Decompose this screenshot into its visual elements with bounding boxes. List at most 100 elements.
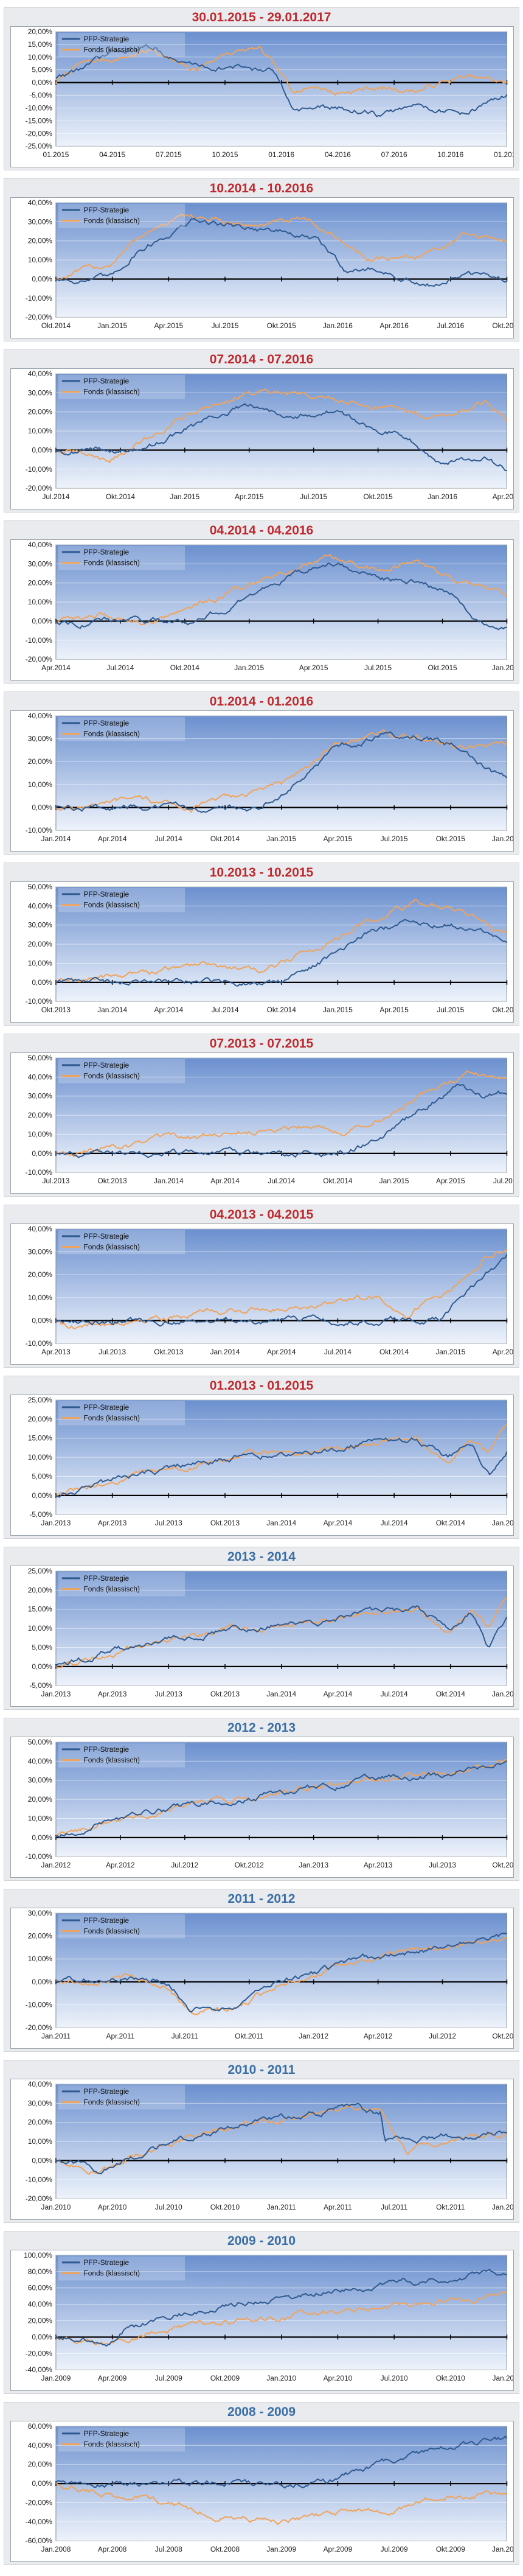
y-tick-label: -5,00%: [29, 91, 52, 100]
legend: PFP-Strategie Fonds (klassisch): [58, 374, 185, 399]
series-line: [55, 2104, 508, 2175]
y-tick-label: 20,00%: [28, 1270, 53, 1279]
legend: PFP-Strategie Fonds (klassisch): [58, 1230, 185, 1255]
x-tick-label: Okt.2013: [210, 1690, 240, 1698]
y-tick-label: -20,00%: [26, 313, 53, 321]
y-tick-label: -20,00%: [26, 2023, 53, 2032]
y-tick-label: 40,00%: [28, 2080, 53, 2088]
y-tick-label: -10,00%: [26, 103, 53, 112]
x-tick-label: 04.2015: [99, 150, 125, 159]
legend: PFP-Strategie Fonds (klassisch): [58, 2085, 185, 2110]
legend-box: [58, 887, 185, 912]
y-tick-label: 30,00%: [28, 2099, 53, 2107]
legend-label: Fonds (klassisch): [84, 1585, 140, 1594]
chart-svg: 50,00% 40,00% 30,00% 20,00% 10,00% 0,00% -10,0…: [26, 1738, 522, 1869]
x-tick-label: Jan.2009: [266, 2545, 296, 2553]
series-line: [55, 554, 508, 626]
y-tick-label: 20,00%: [28, 757, 53, 766]
x-tick-label: 01.2017: [494, 150, 513, 159]
x-tick-label: Okt.2013: [154, 1348, 184, 1356]
x-tick-label: Apr.2013: [98, 1519, 127, 1527]
series-line: [55, 2102, 507, 2175]
y-tick-label: 40,00%: [28, 198, 53, 207]
chart-title: 04.2013 - 04.2015: [209, 1208, 314, 1222]
chart-svg: 40,00% 30,00% 20,00% 10,00% 0,00% -10,00% -20,…: [26, 2080, 522, 2211]
x-tick-label: Apr.2015: [235, 492, 264, 501]
legend-box: [58, 1572, 185, 1597]
y-tick-label: 40,00%: [28, 541, 53, 549]
x-tick-label: 10.2016: [437, 150, 463, 159]
legend-label: PFP-Strategie: [84, 1061, 130, 1069]
x-tick-label: Jan.2015: [492, 1690, 513, 1698]
series-line: [55, 729, 508, 813]
legend-label: PFP-Strategie: [84, 548, 130, 556]
x-tick-label: Okt.2014: [210, 835, 240, 843]
legend-label: Fonds (klassisch): [84, 1927, 140, 1936]
y-tick-label: 10,00%: [28, 1293, 53, 1302]
legend-label: PFP-Strategie: [84, 2429, 130, 2438]
x-tick-label: Jan.2015: [170, 492, 199, 501]
legend-label: Fonds (klassisch): [84, 2098, 140, 2107]
x-tick-label: Jul.2015: [437, 1006, 464, 1014]
x-tick-label: Okt.2015: [428, 663, 457, 672]
x-tick-label: Jan.2015: [97, 321, 127, 330]
series-line: [55, 2268, 507, 2347]
x-tick-label: Apr.2016: [379, 321, 409, 330]
y-tick-label: 30,00%: [28, 559, 53, 568]
x-tick-label: Apr.2015: [379, 1006, 409, 1014]
series-line: [55, 562, 507, 631]
chart-frame: 60,00% 40,00% 20,00% 0,00% -20,00% -40,00% -60…: [10, 2421, 522, 2562]
x-tick-label: Jan.2016: [492, 835, 513, 843]
y-tick-label: 40,00%: [28, 1073, 53, 1081]
chart-frame: 20,00% 15,00% 10,00% 5,00% 0,00% -5,00% -10,00…: [10, 26, 520, 167]
series-line: [55, 44, 508, 117]
legend-box: [58, 545, 185, 570]
legend: PFP-Strategie Fonds (klassisch): [58, 1059, 185, 1083]
legend-label: PFP-Strategie: [84, 377, 130, 385]
y-tick-label: -20,00%: [26, 2498, 53, 2507]
x-tick-label: Jul.2013: [99, 1348, 126, 1356]
legend-label: PFP-Strategie: [84, 1745, 130, 1754]
y-tick-label: 0,00%: [32, 1149, 52, 1158]
y-tick-label: -25,00%: [26, 142, 53, 150]
x-tick-label: Okt.2012: [235, 1861, 264, 1869]
legend-box: [58, 2256, 185, 2281]
x-tick-label: Jan.2010: [492, 2545, 513, 2553]
x-tick-label: Jul.2013: [42, 1177, 69, 1185]
y-tick-label: -10,00%: [26, 2001, 53, 2009]
chart-frame: 30,00% 20,00% 10,00% 0,00% -10,00% -20,00% Jan…: [10, 1908, 522, 2049]
x-tick-label: Apr.2008: [98, 2545, 127, 2553]
legend-label: PFP-Strategie: [84, 1403, 130, 1412]
series-line: [55, 1248, 508, 1329]
y-tick-label: 40,00%: [28, 712, 53, 720]
x-tick-label: Okt.2015: [492, 1006, 513, 1014]
x-tick-label: Jan.2015: [234, 663, 264, 672]
x-tick-label: Jan.2015: [492, 1519, 513, 1527]
y-tick-label: 0,00%: [32, 978, 52, 987]
x-tick-label: 10.2015: [212, 150, 238, 159]
x-tick-label: Jul.2011: [381, 2203, 407, 2211]
x-tick-label: Jan.2016: [492, 663, 513, 672]
x-tick-label: 07.2015: [156, 150, 182, 159]
x-tick-label: Jul.2010: [155, 2203, 182, 2211]
x-tick-label: Jan.2008: [41, 2545, 71, 2553]
chart-panel: 2011 - 2012 30,00% 20,00% 10,00% 0,00% -10,00…: [4, 1889, 522, 2052]
x-tick-label: Apr.2012: [106, 1861, 135, 1869]
y-tick-label: -10,00%: [26, 997, 53, 1006]
y-tick-label: 30,00%: [28, 388, 53, 397]
chart-title: 07.2013 - 07.2015: [209, 1037, 314, 1051]
y-tick-label: 30,00%: [28, 735, 53, 743]
x-tick-label: Jul.2013: [155, 1690, 182, 1698]
y-tick-label: 25,00%: [28, 1396, 53, 1404]
chart-panel: 10.2013 - 10.2015 50,00% 40,00% 30,00% 20,00…: [4, 863, 522, 1026]
legend-box: [58, 2085, 185, 2110]
y-tick-label: 30,00%: [28, 921, 53, 929]
y-tick-label: 50,00%: [28, 1054, 53, 1062]
y-tick-label: -40,00%: [26, 2518, 53, 2526]
plot-area: [55, 715, 507, 831]
x-tick-label: Jan.2012: [299, 2032, 328, 2040]
y-tick-label: 10,00%: [28, 780, 53, 789]
y-tick-label: 10,00%: [28, 1955, 53, 1963]
y-tick-label: 30,00%: [28, 1776, 53, 1785]
x-tick-label: Jul.2014: [381, 1519, 408, 1527]
